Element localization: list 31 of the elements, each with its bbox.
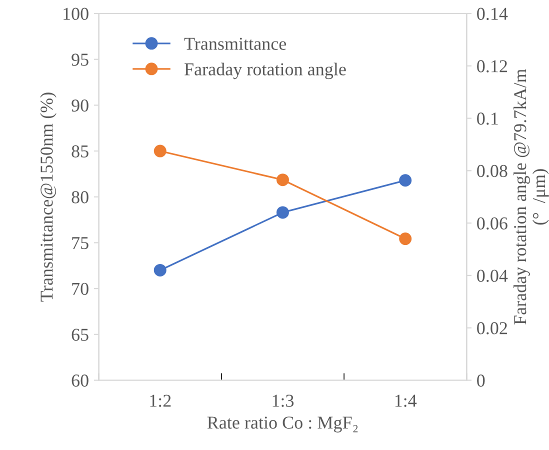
y-tick-label: 90: [72, 99, 88, 112]
y2-tick-label: 0: [477, 374, 485, 387]
x-tick-label: 1:4: [395, 394, 417, 407]
y2-axis-title: Faraday rotation angle @79.7kA/m (° /μm): [514, 69, 549, 325]
point: [276, 206, 289, 219]
y-axis-title: Transmittance@1550nm (%): [40, 92, 56, 302]
legend-label: Faraday rotation angle: [184, 62, 346, 80]
x-tick-label: 1:2: [150, 394, 171, 407]
point: [154, 144, 166, 158]
y2-tick-label: 0.02: [477, 322, 507, 334]
y2-tick-label: 0.08: [477, 164, 508, 178]
point: [399, 232, 412, 246]
y-tick-label: 60: [72, 374, 88, 387]
y-tick-label: 85: [72, 145, 88, 158]
y2-tick-label: 0.12: [477, 60, 507, 72]
x-tick-label: 1:3: [272, 394, 294, 407]
y2-tick-label: 0.04: [477, 270, 508, 282]
legend-label: Transmittance: [184, 38, 286, 50]
point: [154, 264, 166, 276]
y2-tick-label: 0.14: [477, 8, 508, 20]
y-tick-label: 75: [72, 237, 88, 250]
point: [276, 174, 289, 186]
y-tick-label: 80: [72, 191, 88, 204]
y-tick-label: 100: [64, 8, 88, 20]
x-axis-title: Rate ratio Co : MgF₂: [207, 416, 358, 432]
y2-tick-label: 0.06: [477, 217, 508, 230]
point: [399, 174, 412, 187]
y-tick-label: 70: [72, 282, 88, 296]
y2-tick-label: 0.1: [477, 112, 498, 125]
y-tick-label: 65: [72, 328, 88, 341]
y-tick-label: 95: [72, 54, 88, 66]
